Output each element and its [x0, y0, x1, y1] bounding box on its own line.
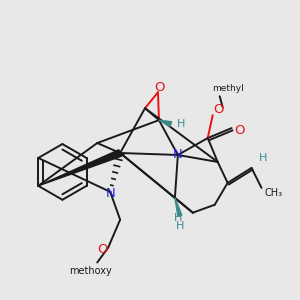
Polygon shape	[175, 198, 182, 216]
Text: H: H	[259, 153, 268, 163]
Text: O: O	[155, 81, 165, 94]
Text: methyl: methyl	[212, 84, 244, 93]
Text: CH₃: CH₃	[264, 188, 283, 198]
Polygon shape	[38, 150, 122, 186]
Text: O: O	[213, 103, 224, 116]
Text: O: O	[97, 243, 107, 256]
Text: methoxy: methoxy	[69, 266, 112, 276]
Text: N: N	[173, 148, 183, 161]
Text: O: O	[234, 124, 245, 136]
Text: N: N	[105, 187, 115, 200]
Text: H: H	[176, 220, 184, 231]
Polygon shape	[159, 120, 172, 127]
Text: H: H	[174, 213, 182, 223]
Text: H: H	[177, 119, 185, 129]
